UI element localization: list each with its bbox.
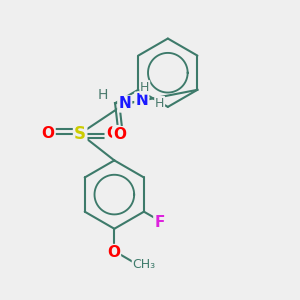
Text: H: H <box>155 97 164 110</box>
Text: S: S <box>74 125 86 143</box>
Text: O: O <box>113 127 126 142</box>
Text: H: H <box>140 81 149 94</box>
Text: CH₃: CH₃ <box>133 258 156 271</box>
Text: O: O <box>106 126 119 141</box>
Text: N: N <box>135 93 148 108</box>
Text: O: O <box>42 126 55 141</box>
Text: N: N <box>118 96 131 111</box>
Text: O: O <box>107 245 120 260</box>
Text: H: H <box>97 88 108 102</box>
Text: F: F <box>154 214 165 230</box>
